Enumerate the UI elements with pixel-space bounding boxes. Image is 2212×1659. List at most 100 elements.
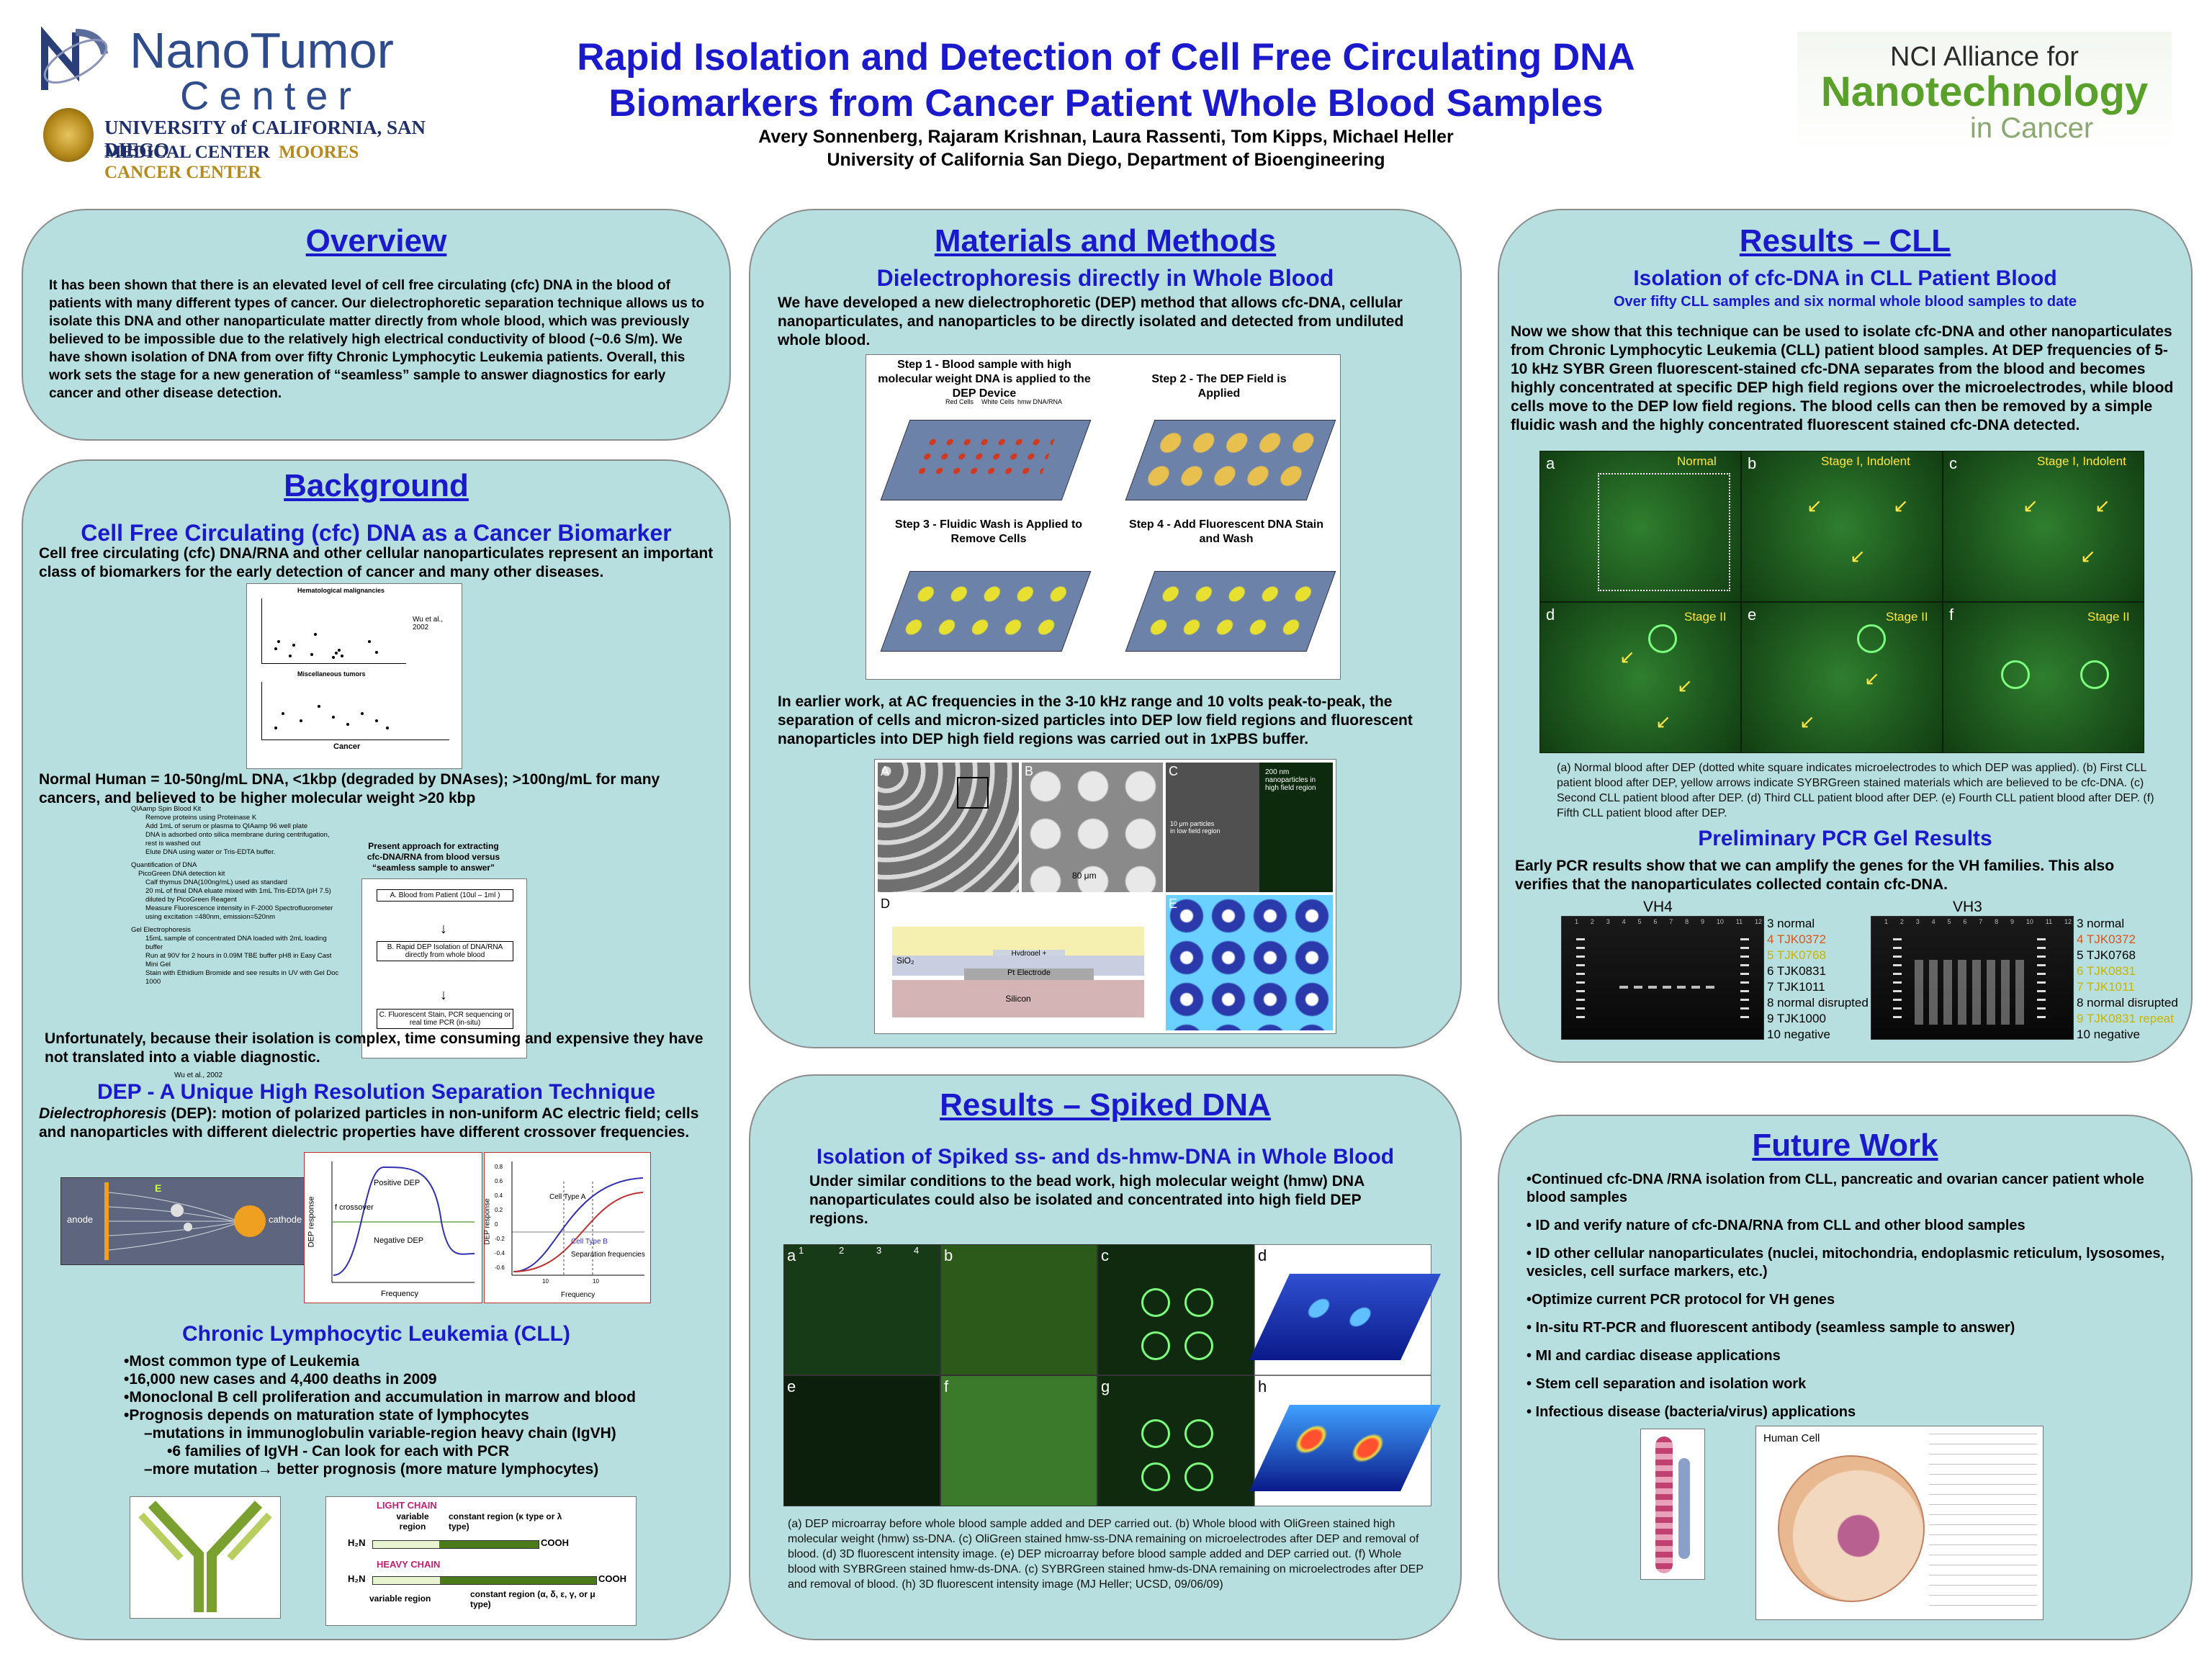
gel1-legend-row: 8 normal disrupted [1767,996,1869,1010]
title-line-1: Rapid Isolation and Detection of Cell Fr… [577,36,1635,78]
spiked-panel-a: a 1 2 3 4 [783,1244,940,1375]
nci-alliance-logo: NCI Alliance for Nanotechnology in Cance… [1797,32,2172,154]
yellow-arrow-icon: ↙ [1619,646,1635,667]
gel2-legend-row: 9 TJK0831 repeat [2077,1012,2174,1025]
dep-curve-2-icon [511,1161,644,1276]
methods-sub: Dielectrophoresis directly in Whole Bloo… [876,265,1334,291]
gel2-legend-row: 7 TJK1011 [2077,980,2135,994]
spiked-title: Results – Spiked DNA [940,1087,1271,1123]
future-item: • ID and verify nature of cfc-DNA/RNA fr… [1527,1218,2026,1233]
layer-pt: Pt Electrode [964,968,1094,980]
bead-label-c: C [1169,764,1178,778]
dep-curve-1-icon [331,1161,475,1283]
bead-panel-b: B 80 μm [1022,763,1163,892]
anode-bar [104,1182,109,1260]
cll-letter-c: c [1949,454,1957,472]
lane-number: 8 [1685,918,1689,925]
lane-number: 5 [1637,918,1642,925]
lane-number: 9 [2010,918,2015,925]
plot1-xlabel: Frequency [381,1290,418,1298]
methods-text-2c: low field regions and fluorescent nanopa… [778,712,1413,747]
gel1-ladder-right [1740,938,1749,1025]
spiked-label-c: c [1101,1246,1109,1264]
methods-text-2: In earlier work, at AC frequencies in th… [778,693,1440,749]
gel2-legend-row: 10 negative [2077,1028,2140,1041]
spiked-grid-num: 1 [799,1245,804,1256]
future-item: • MI and cardiac disease applications [1527,1348,1781,1364]
cll-label-a: Normal [1677,454,1717,468]
cfc-dna-scatter-figure: Hematological malignancies Wu et al., 20… [246,583,462,769]
heavy-chain-bar [372,1576,597,1585]
red-cells-scatter [910,435,1056,478]
yellow-arrow-icon: ↙ [1807,495,1822,516]
cll-item: •Most common type of Leukemia [124,1353,360,1370]
positive-dep-label: Positive DEP [374,1179,421,1187]
cell-annotations [1929,1434,2037,1614]
cathode-circle [234,1205,266,1237]
plot2-ytick: 0.2 [495,1207,503,1213]
gel2-legend-row: 5 TJK0768 [2077,948,2136,962]
heavy-constant-label: constant region (α, δ, ε, γ, or μ type) [470,1589,595,1609]
fluorescent-ring [1184,1462,1213,1491]
lane-number: 3 [1915,918,1920,925]
plot2-yticks: 0.8 0.6 0.4 0.2 0 -0.2 -0.4 -0.6 [495,1160,505,1275]
yellow-electrodes-4 [1135,577,1326,645]
cll-label-d: Stage II [1684,610,1727,624]
spiked-panel-e: e [783,1375,940,1506]
bead-figure: A B 80 μm C 200 nm nanoparticles in high… [874,759,1336,1034]
cll-letter-a: a [1546,454,1555,472]
gel1-ladder-left [1576,938,1585,1025]
fluorescent-ring [1648,624,1677,653]
protocol-line: Calf thymus DNA(100ng/mL) used as standa… [145,878,287,886]
cll-sub: Isolation of cfc-DNA in CLL Patient Bloo… [1633,266,2057,290]
methods-text-2e: high field regions was carried out in 1x… [943,731,1309,747]
chromosome-icon-2 [1678,1458,1690,1559]
step-3-label: Step 3 - Fluidic Wash is Applied to Remo… [894,518,1083,545]
overview-title: Overview [305,223,447,258]
future-title: Future Work [1752,1128,1938,1163]
fluorescent-ring [1184,1331,1213,1360]
legend-dna: hmw DNA/RNA [1017,398,1063,405]
crossover-label: f crossover [335,1203,374,1212]
cll-letter-f: f [1949,606,1954,624]
fluorescent-ring [1184,1288,1213,1317]
heavy-h2n: H₂N [348,1573,366,1584]
plot2-ylabel: DEP response [483,1198,492,1245]
heavy-cooh: COOH [598,1573,626,1584]
gel2-title: VH3 [1953,899,1982,915]
affiliation: University of California San Diego, Depa… [827,150,1385,170]
spiked-label-f: f [944,1377,949,1395]
dep-response-plot-1: Positive DEP f crossover Negative DEP DE… [304,1152,482,1303]
step-1-label: Step 1 - Blood sample with high molecula… [878,359,1091,400]
bead-c-note: 200 nm nanoparticles in high field regio… [1265,768,1316,792]
spiked-text: Under similar conditions to the bead wor… [809,1173,1364,1227]
lane-number: 1 [1884,918,1889,925]
yellow-arrow-icon: ↙ [1864,667,1880,689]
fluorescent-ring [2080,660,2109,689]
methods-text-2d: DEP [912,731,943,747]
lane-number: 4 [1931,918,1936,925]
gel2-legend-row: 6 TJK0831 [2077,964,2136,978]
logo-moores: MOORES CANCER CENTER [104,143,359,182]
future-item: •Optimize current PCR protocol for VH ge… [1527,1292,1835,1308]
lane-number: 3 [1606,918,1610,925]
lane-number: 11 [2045,918,2053,925]
approach-arrow-1-icon: ↓ [440,921,447,937]
lane-number: 7 [1669,918,1673,925]
overview-text: It has been shown that there is an eleva… [49,278,705,401]
cll-letter-e: e [1748,606,1757,624]
protocol-line: Measure Fluorescence intensity in F-2000… [145,904,333,921]
plot1-ylabel: DEP response [307,1196,316,1248]
methods-text-1: We have developed a new dielectrophoreti… [778,295,1404,349]
field-e-label: E [155,1182,162,1194]
dep-steps-figure: Step 1 - Blood sample with high molecula… [866,354,1341,680]
future-item: • Stem cell separation and isolation wor… [1527,1376,1807,1392]
gel2-legend-row: 3 normal [2077,917,2125,930]
plot2-ytick: 0.8 [495,1164,503,1170]
logo-name: NanoTumor [130,22,394,78]
gel1-legend: 3 normal 4 TJK0372 5 TJK0768 6 TJK0831 7… [1767,916,1911,1043]
protocol-line: Remove proteins using Proteinase K [145,814,257,822]
spiked-label-a: a [787,1246,796,1264]
ucsd-seal-icon [43,108,94,162]
cll-title: Results – CLL [1739,223,1951,258]
